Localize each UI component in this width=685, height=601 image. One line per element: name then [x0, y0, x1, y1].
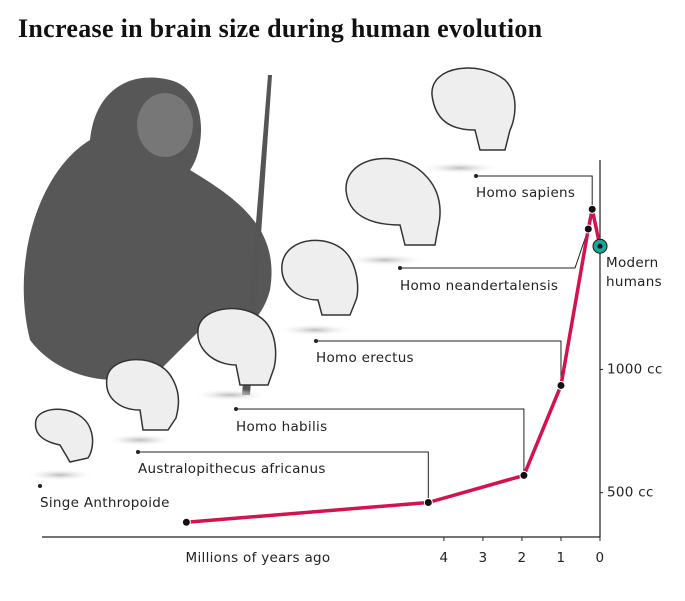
highlight-center	[597, 243, 603, 249]
x-tick-label: 3	[478, 550, 487, 566]
point	[583, 224, 593, 234]
illustration	[23, 67, 516, 481]
point	[181, 517, 191, 527]
point-label: Australopithecus africanus	[138, 461, 326, 477]
y-tick-label: 500 cc	[607, 485, 654, 501]
callout-line	[400, 228, 589, 269]
callout-line	[138, 451, 429, 503]
point-label: Homo sapiens	[476, 185, 575, 201]
x-axis-label: Millions of years ago	[186, 550, 331, 566]
callout-line	[476, 175, 593, 210]
point-label: Homo neandertalensis	[400, 278, 558, 294]
y-tick-label: 1000 cc	[607, 361, 663, 377]
callout-line	[236, 408, 525, 476]
point	[423, 498, 433, 508]
point	[587, 204, 597, 214]
callout-line	[316, 340, 562, 386]
point-label: Homo erectus	[316, 350, 414, 366]
point-label: Homo habilis	[236, 419, 327, 435]
point	[556, 380, 566, 390]
x-tick-label: 4	[439, 550, 448, 566]
callout-dot	[38, 484, 42, 488]
point	[519, 470, 529, 480]
x-tick-label: 1	[557, 550, 566, 566]
highlight-label: Modern humans	[606, 255, 662, 291]
point-label: Singe Anthropoide	[40, 495, 170, 511]
chart-title: Increase in brain size during human evol…	[18, 14, 543, 43]
x-tick-label: 0	[596, 550, 605, 566]
x-tick-label: 2	[518, 550, 527, 566]
